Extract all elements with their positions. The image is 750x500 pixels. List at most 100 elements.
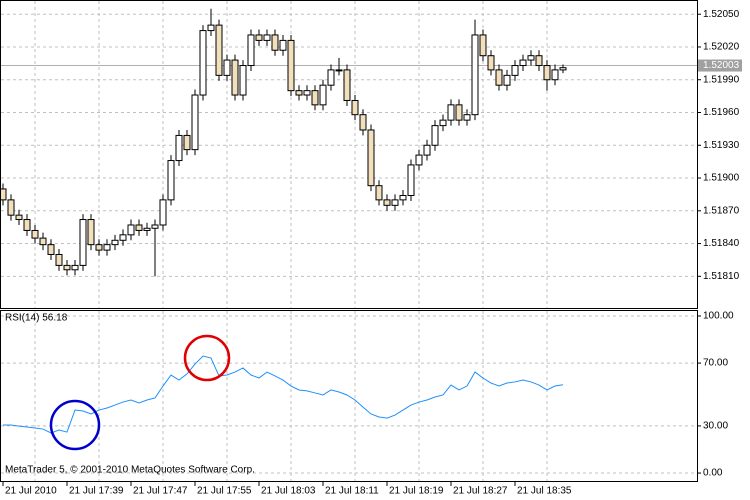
candle-body bbox=[375, 185, 383, 201]
candle-body bbox=[423, 144, 431, 156]
y-tick-label: 1.52050 bbox=[703, 9, 740, 20]
candle-body bbox=[87, 219, 95, 246]
candle-body bbox=[15, 214, 23, 221]
rsi-line bbox=[3, 355, 564, 434]
candle-body bbox=[439, 119, 447, 127]
candle-body bbox=[295, 90, 303, 96]
candle-body bbox=[47, 244, 55, 255]
candle-body bbox=[119, 234, 127, 241]
candle-body bbox=[351, 99, 359, 116]
candle-body bbox=[535, 55, 543, 67]
x-tick-label: 21 Jul 18:27 bbox=[453, 486, 508, 497]
indicator-label: RSI(14) 56.18 bbox=[5, 313, 68, 324]
candle-body bbox=[303, 90, 311, 96]
y-tick-label: 1.51810 bbox=[703, 271, 740, 282]
x-tick-label: 21 Jul 18:19 bbox=[389, 486, 444, 497]
candle-body bbox=[71, 264, 79, 271]
candle-body bbox=[167, 160, 175, 201]
candle-body bbox=[527, 55, 535, 61]
candle-body bbox=[479, 34, 487, 57]
candle-body bbox=[519, 59, 527, 67]
candle-body bbox=[103, 244, 111, 251]
candle-body bbox=[223, 59, 231, 76]
candle-body bbox=[279, 39, 287, 51]
candle-body bbox=[39, 237, 47, 246]
candle-body bbox=[271, 34, 279, 51]
y-tick-label: 1.51930 bbox=[703, 140, 740, 151]
candle-body bbox=[199, 30, 207, 96]
candle-body bbox=[367, 129, 375, 187]
candle-body bbox=[495, 69, 503, 86]
candle-body bbox=[559, 67, 567, 71]
y-tick-label: 1.51990 bbox=[703, 74, 740, 85]
y-tick-label: 30.00 bbox=[703, 421, 728, 432]
candle-body bbox=[343, 69, 351, 101]
price-panel-border bbox=[0, 0, 698, 309]
x-tick-label: 21 Jul 18:11 bbox=[325, 486, 379, 497]
candle-body bbox=[0, 188, 7, 201]
candle-body bbox=[319, 84, 327, 106]
y-tick-label: 1.52020 bbox=[703, 42, 740, 53]
candle-body bbox=[7, 199, 15, 216]
candle-body bbox=[127, 224, 135, 236]
candle-body bbox=[359, 114, 367, 131]
candle-body bbox=[511, 65, 519, 76]
copyright: MetaTrader 5, © 2001-2010 MetaQuotes Sof… bbox=[5, 465, 255, 476]
y-tick-label: 100.00 bbox=[703, 311, 734, 322]
candle-body bbox=[215, 24, 223, 76]
x-tick-label: 21 Jul 17:39 bbox=[69, 486, 124, 497]
x-tick-label: 21 Jul 17:47 bbox=[133, 486, 188, 497]
candle-body bbox=[383, 199, 391, 206]
candle-body bbox=[183, 134, 191, 151]
candle-body bbox=[431, 125, 439, 146]
bid-label: 1.52003 bbox=[703, 60, 740, 71]
candle-body bbox=[543, 65, 551, 81]
candle-body bbox=[31, 229, 39, 239]
candle-body bbox=[111, 239, 119, 246]
candle-body bbox=[407, 164, 415, 197]
rsi-panel-border bbox=[0, 310, 698, 482]
candle-body bbox=[63, 264, 71, 271]
candle-body bbox=[191, 94, 199, 151]
y-tick-label: 1.51960 bbox=[703, 107, 740, 118]
candle-body bbox=[231, 59, 239, 96]
candle-body bbox=[135, 224, 143, 231]
candle-body bbox=[239, 65, 247, 96]
candle-body bbox=[255, 34, 263, 41]
candle-body bbox=[399, 195, 407, 201]
x-tick-label: 21 Jul 17:55 bbox=[197, 486, 252, 497]
y-tick-label: 1.51900 bbox=[703, 173, 740, 184]
y-tick-label: 70.00 bbox=[703, 358, 728, 369]
candle-body bbox=[151, 224, 159, 229]
x-tick-label: 21 Jul 18:03 bbox=[261, 486, 316, 497]
candle-body bbox=[415, 154, 423, 166]
candle-body bbox=[471, 34, 479, 116]
candle-body bbox=[455, 104, 463, 121]
candle-body bbox=[391, 199, 399, 206]
x-tick-label: 21 Jul 18:35 bbox=[517, 486, 572, 497]
candle-body bbox=[287, 39, 295, 92]
y-tick-label: 0.00 bbox=[703, 468, 723, 479]
candle-body bbox=[263, 34, 271, 41]
candle-body bbox=[95, 244, 103, 251]
candle-body bbox=[487, 55, 495, 71]
x-tick-label: 21 Jul 2010 bbox=[5, 486, 57, 497]
candle-body bbox=[463, 114, 471, 121]
candle-body bbox=[143, 227, 151, 231]
candle-body bbox=[447, 104, 455, 121]
candle-body bbox=[327, 69, 335, 86]
candle-body bbox=[247, 34, 255, 67]
candle-body bbox=[175, 134, 183, 162]
candle-body bbox=[311, 90, 319, 106]
candle-body bbox=[55, 253, 63, 266]
candle-body bbox=[79, 219, 87, 266]
y-tick-label: 1.51840 bbox=[703, 238, 740, 249]
highlight-circle bbox=[49, 399, 101, 451]
candle-body bbox=[207, 24, 215, 32]
candle-body bbox=[159, 199, 167, 226]
highlight-circle bbox=[183, 334, 231, 382]
candle-body bbox=[551, 69, 559, 81]
